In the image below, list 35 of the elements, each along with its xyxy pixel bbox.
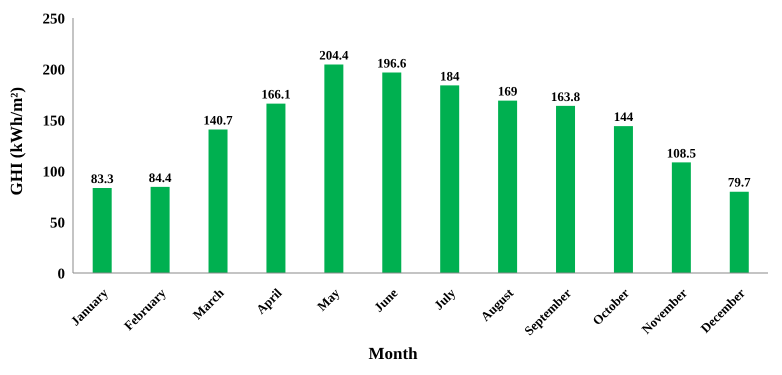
data-label: 166.1	[261, 86, 291, 102]
y-tick-label: 0	[58, 266, 65, 282]
bar	[614, 126, 633, 273]
data-label: 83.3	[90, 171, 114, 186]
data-label: 204.4	[319, 48, 349, 63]
y-tick-label: 250	[42, 11, 65, 28]
bar	[498, 100, 518, 273]
data-label: 144	[614, 109, 634, 124]
data-label: 108.5	[666, 145, 696, 160]
bar	[556, 106, 576, 273]
x-axis-title: Month	[367, 344, 419, 364]
x-tick-label: May	[314, 284, 343, 314]
y-tick-label: 50	[50, 215, 65, 232]
bar	[730, 192, 749, 273]
bar	[92, 188, 112, 273]
bar	[208, 129, 228, 273]
data-label: 196.6	[377, 55, 407, 70]
y-tick-label: 150	[42, 113, 65, 130]
y-axis-title: GHI (kWh/m²)	[7, 86, 26, 196]
bar	[150, 186, 170, 273]
x-tick-label: July	[430, 284, 459, 313]
y-tick-label: 200	[42, 62, 65, 78]
data-label: 79.7	[728, 174, 752, 190]
y-tick-label: 100	[42, 164, 65, 180]
bar	[440, 85, 460, 273]
bar	[382, 72, 402, 273]
data-label: 163.8	[550, 88, 581, 104]
data-label: 184	[440, 68, 460, 84]
bar	[266, 104, 286, 273]
bar	[672, 162, 691, 273]
x-tick-label: June	[370, 285, 401, 315]
data-label: 169	[498, 84, 518, 99]
data-label: 140.7	[203, 112, 234, 128]
data-label: 84.4	[148, 170, 172, 185]
bar	[324, 64, 344, 273]
